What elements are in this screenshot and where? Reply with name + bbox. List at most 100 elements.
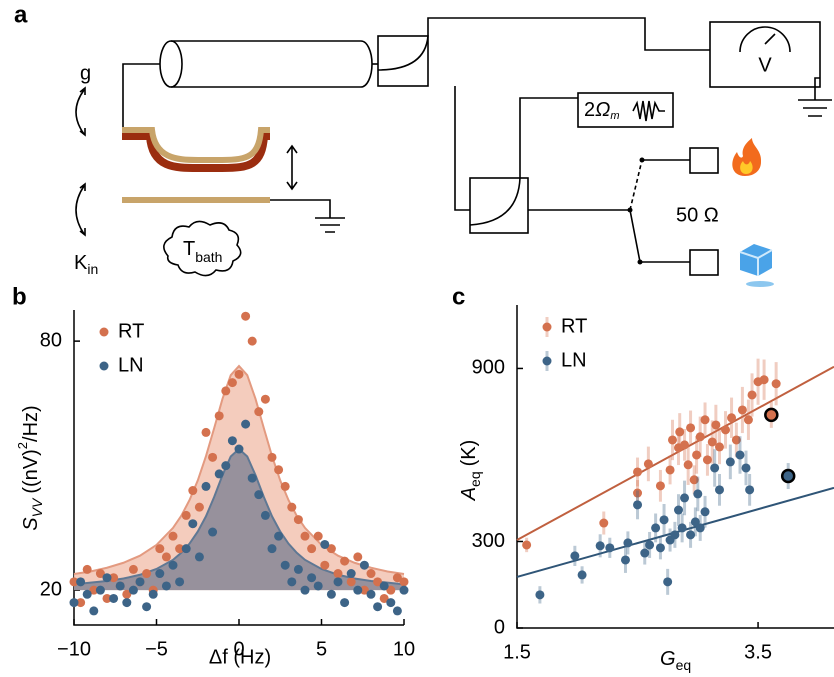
point <box>695 432 705 442</box>
schematic: a g Kin Tbath V 2Ωm <box>14 1 832 287</box>
point <box>241 311 251 321</box>
point <box>692 450 702 460</box>
point <box>670 530 680 540</box>
point <box>201 427 211 437</box>
point <box>366 589 376 599</box>
point <box>359 560 369 570</box>
point <box>675 427 685 437</box>
x-tick-label: −10 <box>57 638 91 660</box>
point <box>267 452 277 462</box>
point <box>181 544 191 554</box>
point <box>175 544 185 554</box>
point <box>247 336 257 346</box>
point <box>707 437 717 447</box>
point <box>737 405 747 415</box>
x-tick-label: 5 <box>316 638 327 660</box>
y-tick-label: 300 <box>472 530 505 552</box>
point <box>214 411 224 421</box>
point <box>168 560 178 570</box>
node <box>637 259 643 265</box>
point <box>175 577 185 587</box>
highlighted-point <box>780 468 796 484</box>
membrane <box>122 127 270 163</box>
point <box>181 510 191 520</box>
point <box>95 569 105 579</box>
y-label-part: eq <box>467 471 483 487</box>
point <box>633 500 643 510</box>
legend-label: RT <box>118 320 144 342</box>
point <box>260 394 270 404</box>
t-main: T <box>183 238 195 260</box>
k-main: K <box>74 252 88 274</box>
point <box>353 585 363 595</box>
point <box>366 569 376 579</box>
bath-cloud <box>163 220 242 277</box>
point <box>695 523 705 533</box>
point <box>665 465 675 475</box>
point <box>241 419 251 429</box>
point <box>346 569 356 579</box>
point <box>148 589 158 599</box>
burst <box>632 100 665 122</box>
point <box>313 531 323 541</box>
wire <box>122 63 160 130</box>
y-tick-label: 80 <box>40 329 62 351</box>
point <box>643 459 653 469</box>
x-tick-label: −5 <box>145 638 168 660</box>
point <box>745 485 755 495</box>
point <box>234 369 244 379</box>
point <box>320 539 330 549</box>
y-axis-label: Aeq (K) <box>458 440 482 502</box>
point <box>300 531 310 541</box>
point <box>645 540 655 550</box>
point <box>633 467 643 477</box>
point <box>759 375 769 385</box>
resistor-hot <box>689 147 719 174</box>
source-omega: Ω <box>595 99 610 121</box>
point <box>721 425 731 435</box>
point <box>280 481 290 491</box>
legend-label: LN <box>118 354 144 376</box>
point <box>115 581 125 591</box>
point <box>689 475 699 485</box>
point <box>326 589 336 599</box>
point <box>359 585 369 595</box>
point <box>326 544 336 554</box>
x-axis-label: Δf (Hz) <box>209 646 271 668</box>
panel-c: c Geq Aeq (K) 1.5 3.5 0 300 900 RT LN <box>452 283 834 673</box>
ice-edge <box>739 249 773 276</box>
point <box>128 585 138 595</box>
point <box>659 515 669 525</box>
point <box>89 606 99 616</box>
point <box>201 481 211 491</box>
panel-label: c <box>452 283 465 310</box>
point <box>234 444 244 454</box>
highlighted-point <box>764 407 779 423</box>
point <box>725 457 735 467</box>
fit-area <box>74 449 404 591</box>
meter-dial <box>739 26 791 53</box>
coupling-label: g <box>80 62 91 84</box>
point <box>667 435 677 445</box>
point <box>340 598 350 608</box>
point <box>747 390 757 400</box>
point <box>741 463 751 473</box>
x-label-part: G <box>660 648 676 670</box>
y-tick-label: 20 <box>40 578 62 600</box>
point <box>577 570 587 580</box>
point <box>89 585 99 595</box>
point <box>392 606 402 616</box>
meter-label: V <box>758 54 772 76</box>
point <box>274 531 284 541</box>
point <box>633 488 643 498</box>
point <box>287 502 297 512</box>
point <box>623 538 633 548</box>
voltmeter <box>709 21 821 88</box>
point <box>522 540 532 550</box>
point <box>333 577 343 587</box>
point <box>109 573 119 583</box>
point <box>260 510 270 520</box>
point <box>76 598 86 608</box>
point <box>346 577 356 587</box>
